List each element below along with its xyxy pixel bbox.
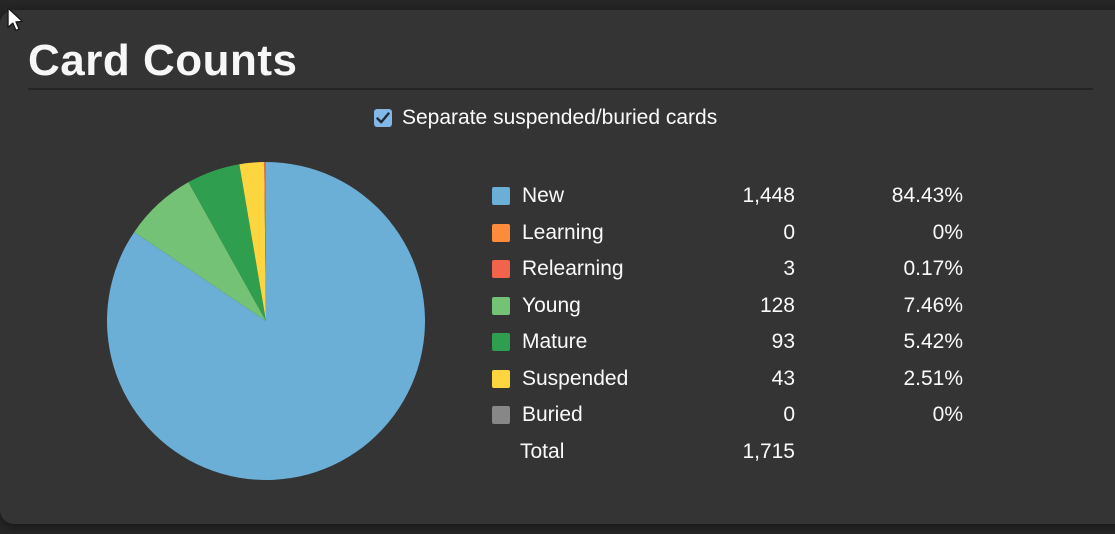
legend-count: 93 <box>771 330 795 354</box>
card-counts-pie-chart <box>106 161 426 481</box>
legend-row-total: Total 1,715 <box>492 434 963 471</box>
legend-row-young: Young 128 7.46% <box>492 288 963 325</box>
total-label: Total <box>520 439 565 463</box>
legend-label: New <box>522 184 565 208</box>
legend-swatch-learning <box>492 223 510 242</box>
legend-swatch-young <box>492 296 510 315</box>
legend-label: Buried <box>522 403 583 427</box>
legend-label: Mature <box>522 330 588 354</box>
legend-label: Relearning <box>522 257 624 281</box>
separate-cards-label[interactable]: Separate suspended/buried cards <box>402 106 718 129</box>
legend-swatch-buried <box>492 406 510 425</box>
legend-count: 128 <box>759 293 795 317</box>
legend-label: Young <box>522 293 581 317</box>
legend-row-relearning: Relearning 3 0.17% <box>492 251 963 288</box>
legend-swatch-suspended <box>492 369 510 388</box>
legend-row-learning: Learning 0 0% <box>492 215 963 252</box>
legend-count: 0 <box>783 220 795 244</box>
separate-cards-checkbox[interactable] <box>374 109 392 127</box>
legend-count: 0 <box>783 403 795 427</box>
pie-slice-relearning <box>264 162 266 321</box>
pie-svg <box>107 162 426 481</box>
legend-count: 3 <box>783 257 795 281</box>
legend-count: 43 <box>771 366 795 390</box>
pie-slice-new <box>107 162 426 481</box>
total-count: 1,715 <box>742 439 795 463</box>
page-title: Card Counts <box>28 36 298 85</box>
pie-slice-mature <box>188 164 266 321</box>
legend-percent: 0% <box>932 220 963 244</box>
legend-label: Learning <box>522 220 604 244</box>
legend-row-buried: Buried 0 0% <box>492 397 963 434</box>
separate-cards-control[interactable]: Separate suspended/buried cards <box>374 106 717 130</box>
legend-swatch-mature <box>492 333 510 352</box>
legend-percent: 0% <box>932 403 963 427</box>
pie-slice-suspended <box>239 162 266 321</box>
legend-percent: 0.17% <box>903 257 963 281</box>
legend-percent: 5.42% <box>903 330 963 354</box>
legend-percent: 2.51% <box>903 366 963 390</box>
legend-percent: 7.46% <box>903 293 963 317</box>
legend-row-new: New 1,448 84.43% <box>492 178 963 215</box>
pie-slice-young <box>134 182 266 321</box>
legend-swatch-relearning <box>492 260 510 279</box>
legend-row-suspended: Suspended 43 2.51% <box>492 361 963 398</box>
card-counts-legend: New 1,448 84.43% Learning 0 0% Relearning 3 0.17… <box>492 178 963 470</box>
legend-label: Suspended <box>522 366 629 390</box>
legend-swatch-new <box>492 187 510 206</box>
legend-percent: 84.43% <box>891 184 963 208</box>
checkmark-icon <box>376 112 390 124</box>
legend-count: 1,448 <box>742 184 795 208</box>
title-divider <box>28 88 1093 90</box>
legend-row-mature: Mature 93 5.42% <box>492 324 963 361</box>
card-counts-panel: Card Counts Separate suspended/buried ca… <box>0 10 1115 524</box>
